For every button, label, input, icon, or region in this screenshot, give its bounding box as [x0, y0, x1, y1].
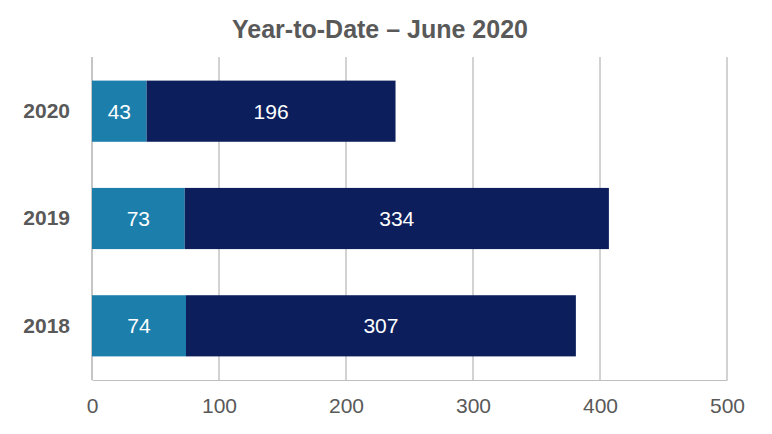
data-label: 43 — [108, 100, 131, 123]
bar — [92, 81, 147, 142]
bar — [92, 188, 185, 249]
x-tick: 300 — [456, 380, 491, 417]
x-tick-label: 300 — [456, 394, 491, 417]
x-tick-label: 500 — [710, 394, 745, 417]
data-label: 74 — [127, 314, 151, 337]
x-tick-label: 400 — [583, 394, 618, 417]
bars — [92, 81, 609, 357]
grid-line — [727, 57, 728, 380]
y-tick-label: 2018 — [23, 314, 70, 337]
grid — [92, 57, 727, 380]
x-tick-label: 200 — [329, 394, 364, 417]
bar — [147, 81, 396, 142]
data-label: 307 — [363, 314, 398, 337]
x-tick-label: 100 — [202, 394, 237, 417]
y-tick-label: 2019 — [23, 206, 70, 229]
bar — [92, 295, 186, 356]
y-tick: 2018 — [23, 314, 92, 337]
x-axis: 0 100 200 300 400 500 — [87, 380, 745, 417]
x-tick: 0 — [87, 380, 99, 417]
data-labels: 43 73 74 196 334 307 — [108, 100, 415, 338]
x-axis-line — [93, 380, 728, 381]
x-tick: 500 — [710, 380, 745, 417]
x-tick: 100 — [202, 380, 237, 417]
x-tick-label: 0 — [87, 394, 99, 417]
title: Year-to-Date – June 2020 — [232, 15, 528, 43]
y-axis: 2020 2019 2018 — [23, 99, 92, 337]
chart: Year-to-Date – June 2020 43 73 74 196 334 307 0… — [0, 0, 772, 434]
data-label: 196 — [254, 100, 289, 123]
data-label: 73 — [127, 207, 150, 230]
bar — [186, 295, 576, 356]
x-tick: 400 — [583, 380, 618, 417]
y-tick: 2019 — [23, 206, 92, 229]
series — [147, 81, 609, 357]
y-tick: 2020 — [23, 99, 92, 122]
y-tick-label: 2020 — [23, 99, 70, 122]
x-tick: 200 — [329, 380, 364, 417]
bar — [185, 188, 609, 249]
data-label: 334 — [379, 207, 414, 230]
